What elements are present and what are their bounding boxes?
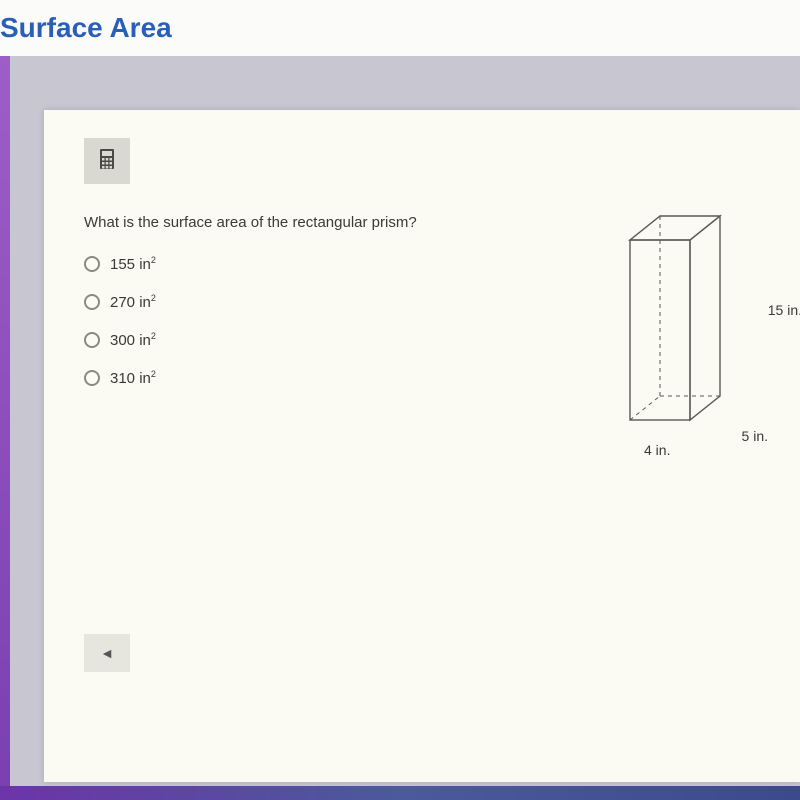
option-label: 300 in2 <box>110 331 156 349</box>
option-label: 155 in2 <box>110 255 156 273</box>
chevron-left-icon: ◄ <box>100 645 114 661</box>
dimension-width: 4 in. <box>644 442 670 458</box>
option-label: 310 in2 <box>110 369 156 387</box>
taskbar-strip <box>0 786 800 800</box>
calculator-button[interactable] <box>84 138 130 184</box>
page-header: Surface Area <box>0 0 800 56</box>
radio-icon <box>84 294 100 310</box>
page-title: Surface Area <box>0 12 172 44</box>
radio-icon <box>84 332 100 348</box>
dimension-depth: 5 in. <box>742 428 768 444</box>
radio-icon <box>84 256 100 272</box>
question-card: What is the surface area of the rectangu… <box>44 110 800 782</box>
calculator-icon <box>99 148 115 175</box>
prism-diagram: 15 in. 5 in. 4 in. <box>620 210 760 440</box>
radio-icon <box>84 370 100 386</box>
left-accent-bar <box>0 0 10 800</box>
previous-button[interactable]: ◄ <box>84 634 130 672</box>
option-label: 270 in2 <box>110 293 156 311</box>
dimension-height: 15 in. <box>768 302 800 318</box>
